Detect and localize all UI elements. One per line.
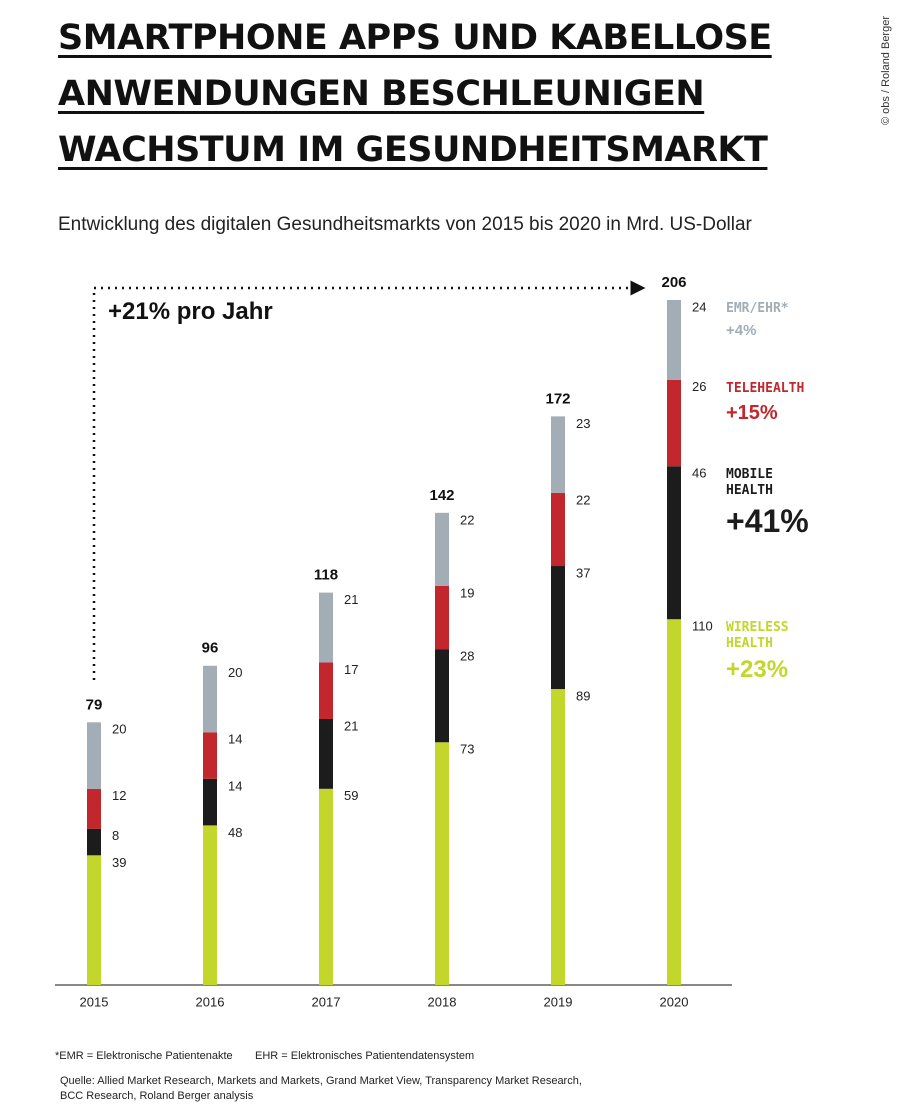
value-label: 14 xyxy=(228,732,242,747)
title-line: ANWENDUNGEN BESCHLEUNIGEN xyxy=(58,74,705,114)
value-label: 48 xyxy=(228,825,242,840)
legend-label: EMR/EHR* xyxy=(726,301,789,316)
value-label: 73 xyxy=(460,742,474,757)
bar-segment xyxy=(319,788,333,985)
value-label: 21 xyxy=(344,718,358,733)
total-label: 118 xyxy=(314,567,338,584)
total-label: 142 xyxy=(429,487,454,504)
x-tick-label: 2016 xyxy=(196,994,225,1009)
value-label: 22 xyxy=(576,492,590,507)
bar-segment xyxy=(319,592,333,663)
annotation: +21% pro Jahr xyxy=(108,298,273,325)
value-label: 28 xyxy=(460,649,474,664)
x-tick-label: 2015 xyxy=(80,994,109,1009)
value-label: 89 xyxy=(576,688,590,703)
bar-segment xyxy=(551,689,565,985)
total-label: 172 xyxy=(545,390,570,407)
value-label: 26 xyxy=(692,379,706,394)
value-label: 37 xyxy=(576,565,590,580)
x-tick-label: 2018 xyxy=(428,994,457,1009)
legend-item: TELEHEALTH +15% xyxy=(726,381,816,425)
bar-segment xyxy=(87,828,101,856)
title-line: WACHSTUM IM GESUNDHEITSMARKT xyxy=(58,130,768,170)
source: Quelle: Allied Market Research, Markets … xyxy=(60,1075,582,1102)
value-label: 46 xyxy=(692,466,706,481)
value-label: 59 xyxy=(344,788,358,803)
bar-segment xyxy=(435,742,449,985)
growth-arrow xyxy=(92,280,646,680)
bar-segment xyxy=(435,585,449,650)
x-tick-label: 2020 xyxy=(660,994,689,1009)
value-label: 23 xyxy=(576,416,590,431)
bar-segment xyxy=(551,416,565,493)
bar-segment xyxy=(87,722,101,789)
bar-segment xyxy=(551,566,565,690)
value-label: 21 xyxy=(344,592,358,607)
bar-segment xyxy=(667,619,681,985)
bar-segment xyxy=(667,466,681,620)
total-label: 206 xyxy=(661,274,686,291)
legend-item: WIRELESS HEALTH +23% xyxy=(726,620,816,684)
legend-item: EMR/EHR* +4% xyxy=(726,301,816,340)
subtitle: Entwicklung des digitalen Gesundheitsmar… xyxy=(58,214,752,235)
legend-label: MOBILE HEALTH xyxy=(726,467,773,499)
bar-segment xyxy=(203,732,217,779)
total-label: 96 xyxy=(202,640,219,657)
value-label: 17 xyxy=(344,662,358,677)
bar-segment xyxy=(667,300,681,380)
value-label: 20 xyxy=(228,665,242,680)
footnote: *EMR = Elektronische Patientenakte xyxy=(55,1050,233,1062)
total-label: 79 xyxy=(86,696,103,713)
value-label: 20 xyxy=(112,722,126,737)
bar-segment xyxy=(203,778,217,826)
legend-growth: +23% xyxy=(726,656,789,684)
value-label: 110 xyxy=(692,619,713,634)
bar-segment xyxy=(319,662,333,719)
title-line: SMARTPHONE APPS UND KABELLOSE xyxy=(58,18,772,58)
footnote: EHR = Elektronisches Patientendatensyste… xyxy=(255,1050,475,1062)
legend-item: MOBILE HEALTH +41% xyxy=(726,467,816,539)
value-label: 19 xyxy=(460,585,474,600)
bar-segment xyxy=(87,855,101,985)
legend-growth: +15% xyxy=(726,401,778,424)
value-label: 8 xyxy=(112,828,119,843)
value-label: 24 xyxy=(692,299,706,314)
x-tick-label: 2017 xyxy=(312,994,341,1009)
value-label: 39 xyxy=(112,855,126,870)
bar-segment xyxy=(203,825,217,985)
value-label: 22 xyxy=(460,512,474,527)
bar-segment xyxy=(319,718,333,789)
bar-segment xyxy=(551,492,565,567)
legend-growth: +4% xyxy=(726,322,757,339)
value-label: 12 xyxy=(112,788,126,803)
legend-growth: +41% xyxy=(726,503,809,540)
legend-label: TELEHEALTH xyxy=(726,380,805,396)
value-label: 14 xyxy=(228,778,242,793)
bar-segment xyxy=(435,512,449,586)
bar-segment xyxy=(435,649,449,743)
x-tick-label: 2019 xyxy=(544,994,573,1009)
bar-segment xyxy=(87,788,101,829)
bar-segment xyxy=(667,379,681,467)
bar-segment xyxy=(203,665,217,733)
legend-label: WIRELESS HEALTH xyxy=(726,620,789,652)
